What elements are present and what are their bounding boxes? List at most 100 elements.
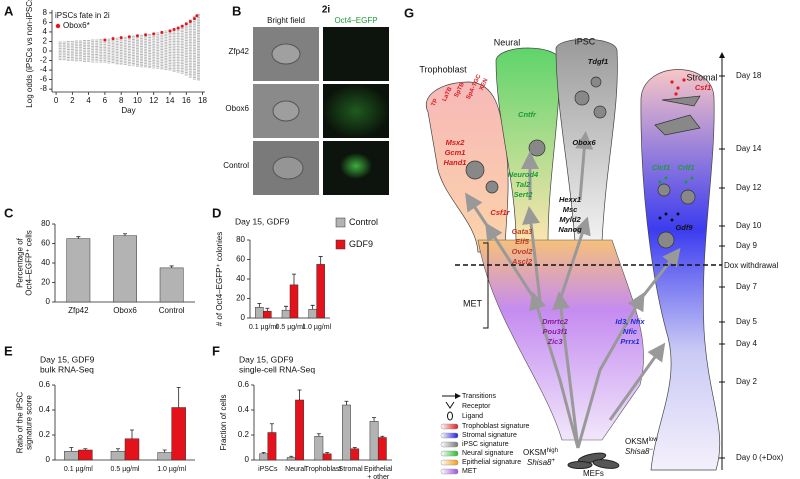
error-bar xyxy=(69,447,74,452)
error-bar xyxy=(116,448,120,452)
error-bar xyxy=(352,447,357,449)
panel-label: D xyxy=(212,205,221,220)
chart-title: Day 15, GDF9 xyxy=(235,216,290,226)
stromal-lobe xyxy=(640,69,721,471)
y-tick-label: 40 xyxy=(41,258,50,267)
y-tick-label: 0 xyxy=(46,297,51,306)
cell-type: TP xyxy=(431,98,440,107)
bar xyxy=(267,432,277,461)
condition: 2i xyxy=(322,5,331,16)
y-tick-label: 60 xyxy=(41,239,50,248)
panel-label: A xyxy=(4,3,14,18)
y-axis-label: Percentage ofOct4–EGFP⁺ cells xyxy=(16,230,34,296)
y-tick-label: 0.2 xyxy=(238,430,250,439)
y-tick-label: -6 xyxy=(40,75,48,84)
cell-type: XEN xyxy=(479,78,490,92)
x-tick-label: 0.1 µg/ml xyxy=(64,466,93,473)
gene-label: Msx2 xyxy=(446,138,466,147)
lineage-label: iPSC xyxy=(575,36,596,46)
colony xyxy=(271,43,301,65)
x-tick-label: 12 xyxy=(149,96,158,105)
lineage-label: Trophoblast xyxy=(419,64,467,74)
y-tick-label: 0.4 xyxy=(39,405,51,414)
gene-label: Ascl2 xyxy=(511,257,533,266)
x-tick-label: 0.1 µg/ml xyxy=(249,324,278,331)
gene-label: Gata3 xyxy=(512,227,534,236)
column-label: Oct4–EGFP xyxy=(334,16,377,25)
bar xyxy=(350,448,360,461)
gene-label: Neurod4 xyxy=(508,170,539,179)
error-bar xyxy=(169,265,174,268)
bar xyxy=(157,452,172,461)
x-tick-label: 18 xyxy=(198,96,207,105)
colony xyxy=(272,100,300,122)
error-bar xyxy=(261,452,266,454)
x-tick-label: iPSCs xyxy=(258,466,278,473)
error-bar xyxy=(265,307,270,312)
gene-label: Msc xyxy=(563,205,578,214)
gene-label: Gdf9 xyxy=(675,223,693,232)
x-tick-label: Epithelial + other xyxy=(364,466,393,479)
y-tick-label: 0.4 xyxy=(238,405,250,414)
colony xyxy=(272,156,304,180)
error-bar xyxy=(310,304,315,310)
y-tick-label: 80 xyxy=(236,235,245,244)
y-tick-label: 0 xyxy=(46,455,51,464)
ligand-dots xyxy=(658,212,680,222)
neural-lobe xyxy=(495,47,561,243)
gene-label: Gcm1 xyxy=(445,148,466,157)
image xyxy=(323,84,389,138)
time-label: Day 4 xyxy=(736,339,757,348)
gene-label: Tal2 xyxy=(516,180,532,189)
start-label: OKSMhigh xyxy=(523,448,558,458)
x-tick-label: Stromal xyxy=(339,466,364,473)
point xyxy=(160,30,164,34)
error-bar xyxy=(372,417,377,422)
legend-label: Obox6* xyxy=(63,21,90,30)
legend-label: Trophoblast signature xyxy=(462,423,530,430)
cells xyxy=(465,76,701,249)
legend-label: Control xyxy=(349,217,378,227)
gene-label: Hexx1 xyxy=(559,195,581,204)
legend-label: GDF9 xyxy=(349,239,373,249)
start-text: low xyxy=(649,437,659,443)
panel-g: MET OKSMhigh Shisa8+ OKSMlow Shisa8− MEF… xyxy=(425,38,725,478)
lineage-label: Neural xyxy=(494,37,521,47)
y-tick-label: 40 xyxy=(236,274,245,283)
gene-label: Zic3 xyxy=(546,337,563,346)
error-bar xyxy=(292,273,296,285)
y-tick-label: 0 xyxy=(43,46,48,55)
point xyxy=(195,14,199,18)
time-label: Day 9 xyxy=(736,241,757,250)
y-tick-label: 0 xyxy=(245,455,250,464)
time-label: Day 2 xyxy=(736,377,757,386)
x-tick-label: 0.5 µg/ml xyxy=(111,466,140,473)
x-tick-label: 6 xyxy=(103,96,108,105)
column-label: Bright field xyxy=(267,16,305,25)
y-tick-label: 0.2 xyxy=(39,430,51,439)
time-label: Day 5 xyxy=(736,317,757,326)
start-text: − xyxy=(649,447,653,453)
gene-label: Prrx1 xyxy=(620,337,639,346)
y-tick-label: 80 xyxy=(41,219,50,228)
y-tick-label: 0 xyxy=(241,313,246,322)
time-label: Day 12 xyxy=(736,183,762,192)
legend xyxy=(440,393,461,475)
bar xyxy=(259,453,269,461)
image xyxy=(323,27,389,81)
start-text: OKSM xyxy=(625,437,649,446)
error-bar xyxy=(380,435,385,438)
point xyxy=(144,33,148,37)
error-bar xyxy=(123,233,127,236)
x-tick-label: Neural xyxy=(285,466,306,473)
point xyxy=(127,35,131,39)
gene-label: Id3, Nfix xyxy=(615,317,645,326)
x-tick-label: Control xyxy=(159,306,185,315)
x-tick-label: 1.0 µg/ml xyxy=(157,466,186,473)
legend-label: Epithelial signature xyxy=(462,459,521,466)
bar xyxy=(289,284,299,319)
error-bar xyxy=(257,302,262,308)
y-tick-label: 2 xyxy=(43,37,48,46)
chart-title: Day 15, GDF9 xyxy=(239,354,294,364)
